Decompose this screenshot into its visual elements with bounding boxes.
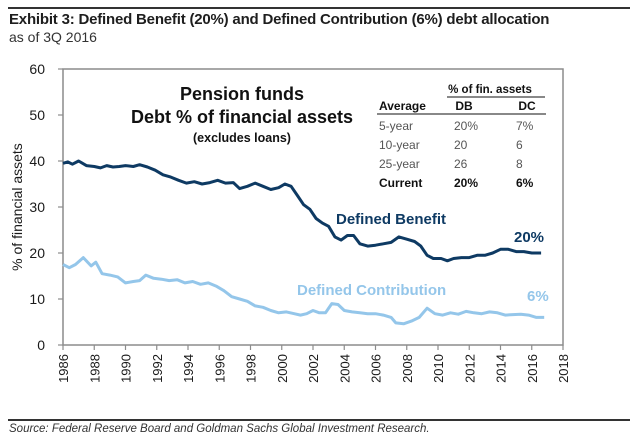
y-tick-label: 50 xyxy=(29,107,45,123)
x-tick-label: 1990 xyxy=(119,354,134,383)
y-tick-label: 10 xyxy=(29,291,45,307)
table-cell-dc: 6% xyxy=(516,176,534,190)
table-cell-dc: 8 xyxy=(516,157,523,171)
series-label-defined-benefit: Defined Benefit xyxy=(336,211,446,228)
y-tick-label: 60 xyxy=(29,61,45,77)
table-row-label: 10-year xyxy=(379,138,420,152)
series-line-defined-benefit xyxy=(62,159,542,263)
table-group-header: % of fin. assets xyxy=(448,84,532,96)
y-axis: 0 10 20 30 40 50 60 xyxy=(29,61,63,353)
bottom-rule xyxy=(8,419,630,421)
x-tick-label: 1998 xyxy=(244,354,259,383)
y-tick-label: 0 xyxy=(37,337,45,353)
y-tick-label: 20 xyxy=(29,245,45,261)
x-tick-label: 1996 xyxy=(212,354,227,383)
table-col-average: Average xyxy=(379,99,426,113)
y-tick-label: 40 xyxy=(29,153,45,169)
table-col-dc: DC xyxy=(518,99,536,113)
x-tick-label: 1992 xyxy=(150,354,165,383)
x-tick-label: 1988 xyxy=(87,354,102,383)
y-axis-label: % of financial assets xyxy=(9,143,25,271)
chart-title-note: (excludes loans) xyxy=(193,131,291,145)
table-row-label: Current xyxy=(379,176,422,190)
x-tick-label: 2002 xyxy=(306,354,321,383)
series-end-label-defined-benefit: 20% xyxy=(514,229,544,246)
table-cell-dc: 6 xyxy=(516,138,523,152)
chart-title-line-2: Debt % of financial assets xyxy=(131,107,353,127)
table-col-db: DB xyxy=(455,99,473,113)
series-line-defined-contribution xyxy=(62,256,545,326)
x-tick-label: 2000 xyxy=(275,354,290,383)
x-tick-label: 2004 xyxy=(337,354,352,383)
x-tick-label: 2016 xyxy=(525,354,540,383)
exhibit-subtitle: as of 3Q 2016 xyxy=(9,29,97,45)
top-rule xyxy=(8,7,630,9)
table-cell-dc: 7% xyxy=(516,119,534,133)
table-cell-db: 20 xyxy=(454,138,468,152)
series-label-defined-contribution: Defined Contribution xyxy=(297,282,446,299)
table-cell-db: 26 xyxy=(454,157,468,171)
table-cell-db: 20% xyxy=(454,176,478,190)
x-tick-label: 1986 xyxy=(56,354,71,383)
x-axis: 1986 1988 1990 1992 1994 1996 1998 2000 2002 2004… xyxy=(56,345,571,383)
chart-title-line-1: Pension funds xyxy=(180,84,304,104)
x-tick-label: 2008 xyxy=(400,354,415,383)
table-row-label: 25-year xyxy=(379,157,420,171)
summary-table: % of fin. assets Average DB DC 5-year 20%… xyxy=(377,84,546,190)
x-tick-label: 2012 xyxy=(462,354,477,383)
table-row-label: 5-year xyxy=(379,119,413,133)
x-tick-label: 1994 xyxy=(181,354,196,383)
source-note: Source: Federal Reserve Board and Goldma… xyxy=(9,423,430,435)
x-tick-label: 2014 xyxy=(494,354,509,383)
series-end-label-defined-contribution: 6% xyxy=(527,288,549,305)
x-tick-label: 2006 xyxy=(369,354,384,383)
y-tick-label: 30 xyxy=(29,199,45,215)
table-cell-db: 20% xyxy=(454,119,478,133)
exhibit-title: Exhibit 3: Defined Benefit (20%) and Def… xyxy=(9,11,550,28)
x-tick-label: 2010 xyxy=(431,354,446,383)
x-tick-label: 2018 xyxy=(556,354,571,383)
